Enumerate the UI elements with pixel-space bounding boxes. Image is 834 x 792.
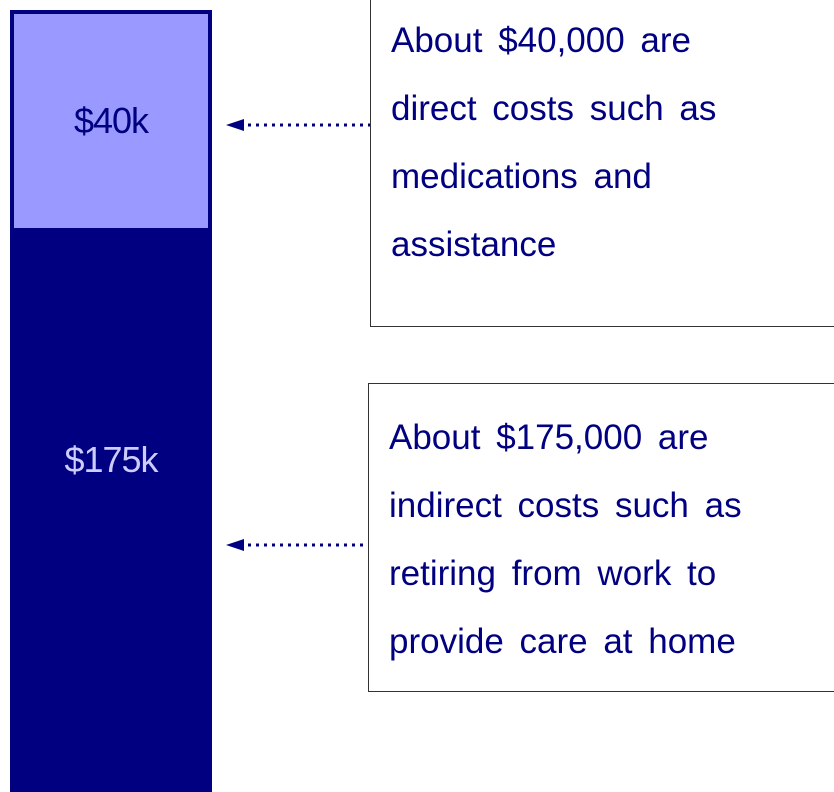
annotation-box: About $40,000 are direct costs such as m… — [370, 0, 834, 327]
arrow-head — [226, 119, 244, 131]
bar-segment: $175k — [10, 232, 212, 792]
annotation-line: medications and — [391, 157, 652, 196]
annotation-line: About $40,000 are — [391, 21, 692, 60]
bar-segment: $40k — [10, 10, 212, 232]
arrow-head — [226, 539, 244, 551]
annotation-line: About $175,000 are — [389, 418, 709, 457]
annotation-line: assistance — [391, 225, 557, 264]
annotation-box: About $175,000 are indirect costs such a… — [368, 383, 834, 692]
segment-label: $175k — [64, 439, 158, 480]
annotation-line: retiring from work to — [389, 554, 717, 593]
annotation-line: provide care at home — [389, 622, 736, 661]
segment-label: $40k — [73, 100, 149, 141]
annotation-line: indirect costs such as — [389, 486, 742, 525]
annotation-line: direct costs such as — [391, 89, 717, 128]
